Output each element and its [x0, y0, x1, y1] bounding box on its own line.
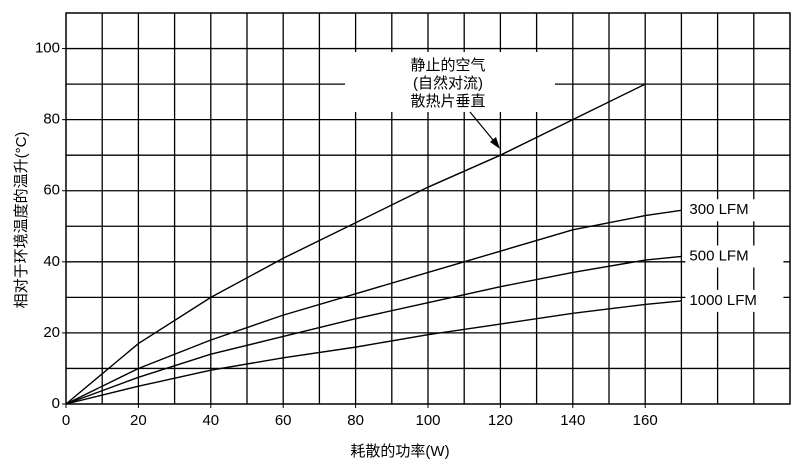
- series-line: [65, 300, 682, 405]
- x-tick-label: 140: [560, 412, 585, 429]
- legend-bg: [685, 199, 784, 222]
- legend-label: 500 LFM: [689, 247, 748, 264]
- annotation: (自然对流): [413, 75, 483, 92]
- y-tick-label: 80: [43, 111, 60, 128]
- series-line: [65, 209, 682, 405]
- y-tick-label: 20: [43, 324, 60, 341]
- y-tick-label: 40: [43, 253, 60, 270]
- x-tick-label: 80: [347, 412, 364, 429]
- x-tick-label: 120: [488, 412, 513, 429]
- series-line: [65, 83, 646, 405]
- x-tick-label: 0: [62, 412, 70, 429]
- annotation-arrowhead: [490, 137, 500, 149]
- x-tick-label: 160: [633, 412, 658, 429]
- annotation: 静止的空气: [410, 57, 485, 74]
- y-axis-label: 相对于环境温度的温升(°C): [12, 132, 30, 309]
- y-tick-label: 60: [43, 182, 60, 199]
- x-axis-label: 耗散的功率(W): [350, 443, 449, 460]
- y-tick-label: 0: [52, 395, 60, 412]
- x-tick-label: 40: [202, 412, 219, 429]
- x-tick-label: 60: [275, 412, 292, 429]
- x-tick-label: 20: [130, 412, 147, 429]
- legend-bg: [685, 289, 784, 312]
- series-line: [65, 255, 682, 405]
- annotation: 散热片垂直: [410, 93, 485, 110]
- x-tick-label: 100: [415, 412, 440, 429]
- annotation-bg: [345, 52, 555, 112]
- legend-label: 1000 LFM: [689, 292, 757, 309]
- legend-bg: [685, 245, 784, 268]
- legend-label: 300 LFM: [689, 201, 748, 218]
- y-tick-label: 100: [35, 40, 60, 57]
